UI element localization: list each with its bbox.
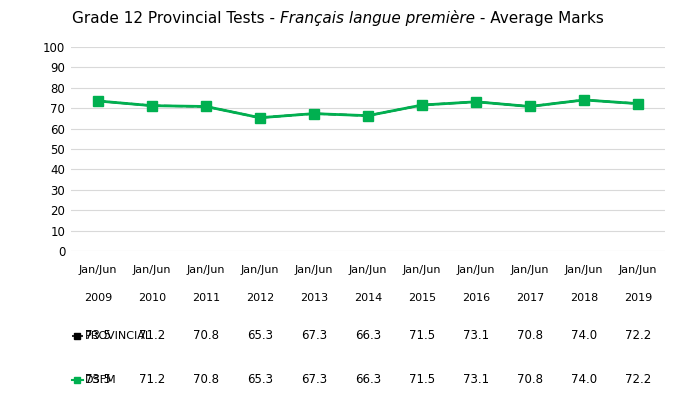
Text: 70.8: 70.8 [517, 329, 543, 342]
Text: 71.2: 71.2 [139, 329, 165, 342]
Text: 2018: 2018 [570, 293, 598, 303]
Text: 2009: 2009 [84, 293, 112, 303]
Text: 71.5: 71.5 [409, 373, 435, 386]
Text: - Average Marks: - Average Marks [475, 11, 603, 26]
Text: PROVINCIAL: PROVINCIAL [85, 331, 152, 341]
Text: Jan/Jun: Jan/Jun [456, 265, 495, 275]
Text: Jan/Jun: Jan/Jun [564, 265, 603, 275]
Text: 73.5: 73.5 [85, 373, 111, 386]
Text: Jan/Jun: Jan/Jun [186, 265, 225, 275]
Text: 2012: 2012 [246, 293, 274, 303]
Text: Jan/Jun: Jan/Jun [510, 265, 549, 275]
Text: 2015: 2015 [408, 293, 436, 303]
Text: 2013: 2013 [300, 293, 328, 303]
Text: 67.3: 67.3 [301, 373, 327, 386]
Text: DSFM: DSFM [85, 375, 117, 385]
Text: Jan/Jun: Jan/Jun [132, 265, 171, 275]
Text: Jan/Jun: Jan/Jun [294, 265, 333, 275]
Text: 74.0: 74.0 [571, 373, 597, 386]
Text: 71.2: 71.2 [139, 373, 165, 386]
Text: 74.0: 74.0 [571, 329, 597, 342]
Text: 65.3: 65.3 [247, 329, 273, 342]
Text: 66.3: 66.3 [355, 373, 381, 386]
Text: 72.2: 72.2 [625, 329, 651, 342]
Text: Jan/Jun: Jan/Jun [78, 265, 117, 275]
Text: 72.2: 72.2 [625, 373, 651, 386]
Text: 2019: 2019 [624, 293, 652, 303]
Text: 73.1: 73.1 [463, 373, 489, 386]
Text: 70.8: 70.8 [193, 329, 219, 342]
Text: 2010: 2010 [138, 293, 166, 303]
Text: 67.3: 67.3 [301, 329, 327, 342]
Text: 70.8: 70.8 [193, 373, 219, 386]
Text: 70.8: 70.8 [517, 373, 543, 386]
Text: 73.5: 73.5 [85, 329, 111, 342]
Text: 2014: 2014 [354, 293, 382, 303]
Text: 71.5: 71.5 [409, 329, 435, 342]
Text: Grade 12 Provincial Tests -: Grade 12 Provincial Tests - [72, 11, 279, 26]
Text: 73.1: 73.1 [463, 329, 489, 342]
Text: Jan/Jun: Jan/Jun [618, 265, 657, 275]
Text: Jan/Jun: Jan/Jun [240, 265, 279, 275]
Text: 2011: 2011 [192, 293, 220, 303]
Text: 2016: 2016 [462, 293, 490, 303]
Text: 66.3: 66.3 [355, 329, 381, 342]
Text: 2017: 2017 [516, 293, 544, 303]
Text: Jan/Jun: Jan/Jun [348, 265, 387, 275]
Text: Jan/Jun: Jan/Jun [402, 265, 441, 275]
Text: 65.3: 65.3 [247, 373, 273, 386]
Text: Français langue première: Français langue première [279, 10, 475, 27]
